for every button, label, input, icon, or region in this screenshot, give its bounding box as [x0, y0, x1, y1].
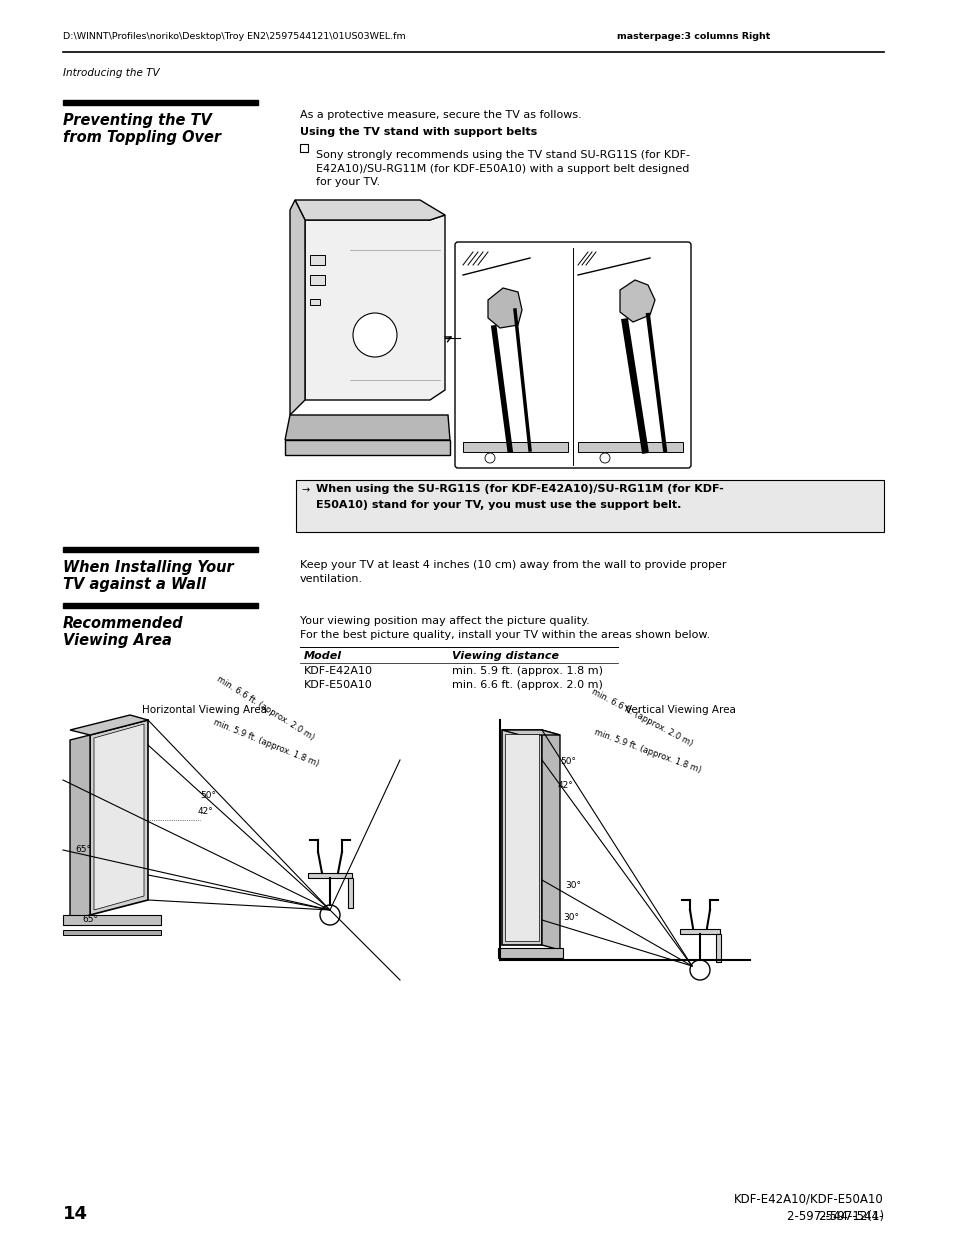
- Text: Model: Model: [304, 651, 342, 661]
- Text: 2-597-544-​​​​​​​​​​12(1): 2-597-544-​​​​​​​​​​12(1): [786, 1210, 883, 1223]
- Bar: [578, 442, 682, 452]
- Bar: [310, 299, 319, 305]
- Circle shape: [484, 453, 495, 463]
- Polygon shape: [70, 715, 148, 735]
- Bar: [299, 144, 308, 152]
- Text: Keep your TV at least 4 inches (10 cm) away from the wall to provide proper: Keep your TV at least 4 inches (10 cm) a…: [299, 559, 726, 571]
- Text: 42°: 42°: [558, 781, 573, 789]
- Bar: [63, 930, 161, 935]
- Bar: [679, 929, 720, 934]
- Polygon shape: [285, 415, 450, 440]
- Text: min. 6.6 ft. (approx. 2.0 m): min. 6.6 ft. (approx. 2.0 m): [452, 680, 602, 690]
- Text: TV against a Wall: TV against a Wall: [63, 577, 206, 592]
- Text: 50°: 50°: [200, 790, 215, 799]
- Polygon shape: [70, 735, 90, 920]
- Polygon shape: [488, 288, 521, 329]
- Text: Vertical Viewing Area: Vertical Viewing Area: [624, 705, 735, 715]
- Polygon shape: [501, 730, 559, 735]
- Bar: [310, 275, 325, 285]
- Bar: [63, 547, 257, 552]
- Text: As a protective measure, secure the TV as follows.: As a protective measure, secure the TV a…: [299, 110, 581, 120]
- Text: →: →: [302, 485, 310, 495]
- Text: from Toppling Over: from Toppling Over: [63, 130, 221, 144]
- Text: Viewing distance: Viewing distance: [452, 651, 558, 661]
- Text: 42°: 42°: [198, 808, 213, 816]
- Polygon shape: [541, 730, 559, 950]
- Text: Recommended: Recommended: [63, 616, 183, 631]
- Bar: [462, 442, 567, 452]
- Polygon shape: [90, 720, 148, 915]
- Text: 14: 14: [63, 1205, 88, 1223]
- Text: D:\WINNT\Profiles\noriko\Desktop\Troy EN2\2597544121\01US03WEL.fm: D:\WINNT\Profiles\noriko\Desktop\Troy EN…: [63, 32, 405, 41]
- Circle shape: [689, 960, 709, 981]
- Bar: [348, 878, 353, 908]
- Bar: [308, 873, 352, 878]
- Text: 30°: 30°: [562, 914, 578, 923]
- Text: Sony strongly recommends using the TV stand SU-RG11S (for KDF-
E42A10)/SU-RG11M : Sony strongly recommends using the TV st…: [315, 149, 689, 188]
- Bar: [497, 948, 562, 958]
- Text: KDF-E50A10: KDF-E50A10: [304, 680, 373, 690]
- Text: 30°: 30°: [564, 882, 580, 890]
- Text: Your viewing position may affect the picture quality.: Your viewing position may affect the pic…: [299, 616, 589, 626]
- Bar: [63, 915, 161, 925]
- Text: min. 6.6 ft. (approx. 2.0 m): min. 6.6 ft. (approx. 2.0 m): [214, 674, 315, 742]
- FancyBboxPatch shape: [455, 242, 690, 468]
- Bar: [63, 100, 257, 105]
- Text: E50A10) stand for your TV, you must use the support belt.: E50A10) stand for your TV, you must use …: [315, 500, 680, 510]
- Text: 65°: 65°: [75, 846, 91, 855]
- Polygon shape: [285, 440, 450, 454]
- Text: Viewing Area: Viewing Area: [63, 634, 172, 648]
- Text: 50°: 50°: [559, 757, 576, 767]
- Circle shape: [599, 453, 609, 463]
- Text: min. 5.9 ft. (approx. 1.8 m): min. 5.9 ft. (approx. 1.8 m): [593, 727, 701, 776]
- Polygon shape: [294, 200, 444, 220]
- Text: masterpage:3 columns Right: masterpage:3 columns Right: [617, 32, 770, 41]
- Text: min. 5.9 ft. (approx. 1.8 m): min. 5.9 ft. (approx. 1.8 m): [452, 666, 602, 676]
- Text: 2-597-544-: 2-597-544-: [818, 1210, 883, 1223]
- Text: ventilation.: ventilation.: [299, 574, 363, 584]
- Text: Introducing the TV: Introducing the TV: [63, 68, 159, 78]
- Polygon shape: [290, 200, 305, 415]
- Text: Using the TV stand with support belts: Using the TV stand with support belts: [299, 127, 537, 137]
- Bar: [63, 603, 257, 608]
- Polygon shape: [94, 724, 144, 910]
- Bar: [716, 934, 720, 962]
- Polygon shape: [501, 730, 541, 945]
- Text: KDF-E42A10/KDF-E50A10: KDF-E42A10/KDF-E50A10: [734, 1193, 883, 1207]
- Text: Horizontal Viewing Area: Horizontal Viewing Area: [142, 705, 267, 715]
- Bar: [310, 254, 325, 266]
- Text: 65°: 65°: [82, 915, 98, 925]
- Text: min. 6.6 ft. (approx. 2.0 m): min. 6.6 ft. (approx. 2.0 m): [589, 687, 694, 748]
- Text: KDF-E42A10: KDF-E42A10: [304, 666, 373, 676]
- Polygon shape: [619, 280, 655, 322]
- Circle shape: [353, 312, 396, 357]
- Text: When Installing Your: When Installing Your: [63, 559, 233, 576]
- Text: For the best picture quality, install your TV within the areas shown below.: For the best picture quality, install yo…: [299, 630, 709, 640]
- Circle shape: [319, 905, 339, 925]
- Polygon shape: [305, 215, 444, 400]
- Text: Preventing the TV: Preventing the TV: [63, 112, 212, 128]
- Bar: [295, 480, 883, 532]
- Polygon shape: [504, 734, 538, 941]
- Text: When using the SU-RG11S (for KDF-E42A10)/SU-RG11M (for KDF-: When using the SU-RG11S (for KDF-E42A10)…: [315, 484, 723, 494]
- Text: min. 5.9 ft. (approx. 1.8 m): min. 5.9 ft. (approx. 1.8 m): [212, 718, 320, 768]
